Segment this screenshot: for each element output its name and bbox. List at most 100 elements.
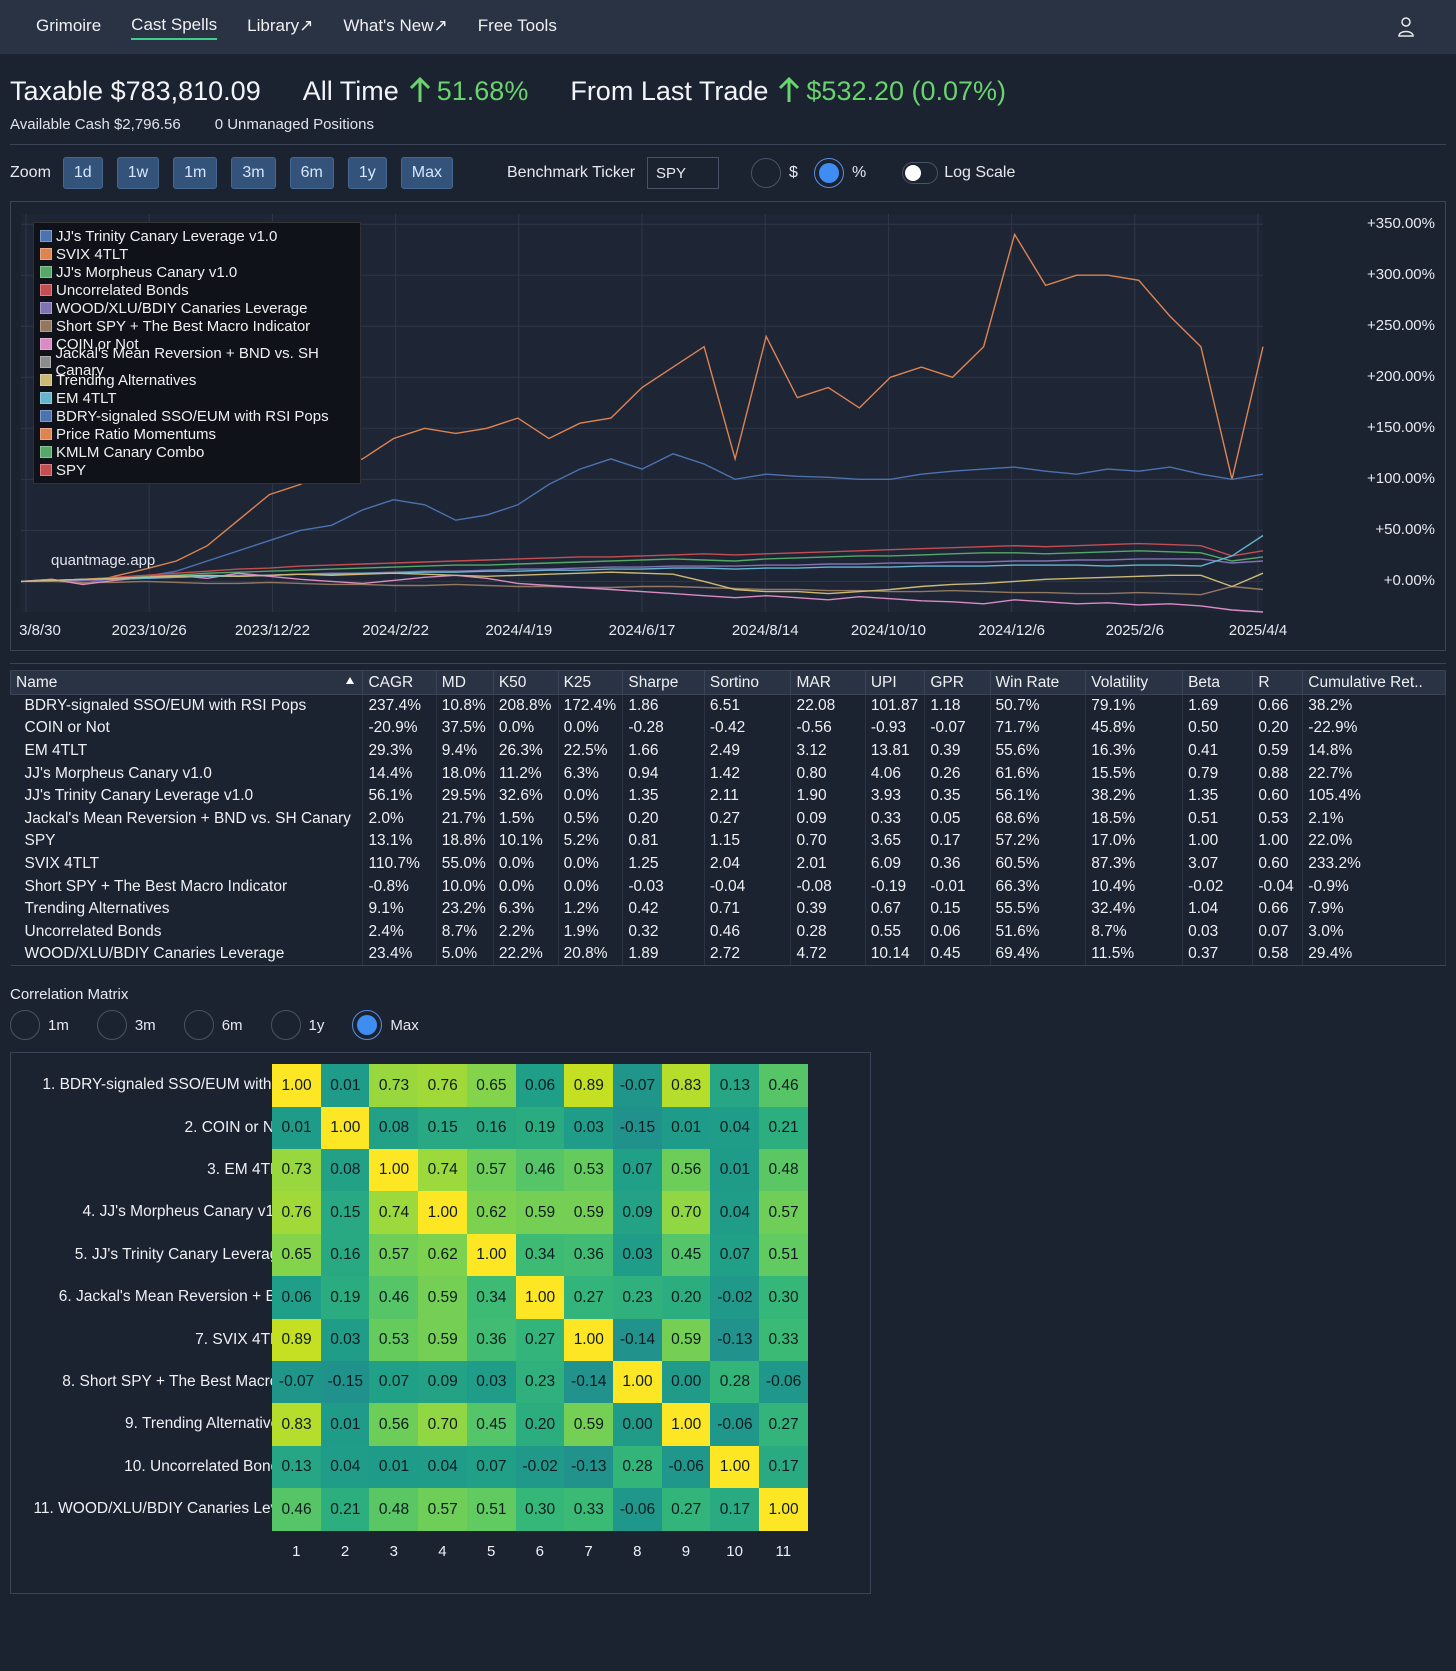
series-line-uncorrelated-bonds[interactable] (20, 542, 1264, 583)
matrix-cell[interactable]: -0.06 (612, 1488, 663, 1532)
matrix-cell[interactable]: 1.00 (564, 1318, 614, 1362)
matrix-cell[interactable]: 0.45 (661, 1233, 711, 1277)
matrix-cell[interactable]: 0.59 (661, 1318, 711, 1362)
matrix-cell[interactable]: 0.01 (320, 1403, 370, 1447)
matrix-cell[interactable]: -0.07 (272, 1360, 322, 1404)
matrix-cell[interactable]: 0.59 (564, 1191, 614, 1235)
matrix-cell[interactable]: 0.00 (612, 1403, 663, 1447)
matrix-cell[interactable]: 0.33 (564, 1488, 614, 1532)
column-header-volatility[interactable]: Volatility (1085, 670, 1184, 695)
matrix-cell[interactable]: 0.06 (515, 1064, 565, 1108)
matrix-cell[interactable]: 1.00 (320, 1106, 370, 1150)
matrix-cell[interactable]: 0.30 (759, 1276, 809, 1320)
matrix-cell[interactable]: 0.04 (710, 1106, 760, 1150)
matrix-cell[interactable]: 0.48 (759, 1148, 809, 1192)
nav-free-tools[interactable]: Free Tools (477, 15, 557, 35)
table-row[interactable]: Trending Alternatives 9.1% 23.2% 6.3% 1.2% 0.… (10, 897, 1446, 921)
matrix-cell[interactable]: 0.73 (272, 1148, 322, 1192)
column-header-md[interactable]: MD (435, 670, 494, 695)
matrix-cell[interactable]: 0.46 (369, 1276, 419, 1320)
matrix-cell[interactable]: 0.09 (612, 1191, 663, 1235)
matrix-cell[interactable]: 0.03 (466, 1360, 516, 1404)
matrix-cell[interactable]: 0.13 (710, 1064, 760, 1108)
matrix-cell[interactable]: 0.23 (612, 1276, 663, 1320)
matrix-cell[interactable]: 0.16 (466, 1106, 516, 1150)
matrix-cell[interactable]: 0.07 (612, 1148, 663, 1192)
matrix-cell[interactable]: 0.36 (466, 1318, 516, 1362)
matrix-cell[interactable]: 0.19 (515, 1106, 565, 1150)
table-row[interactable]: Jackal's Mean Reversion + BND vs. SH Can… (10, 807, 1446, 831)
zoom-6m-button[interactable]: 6m (289, 157, 334, 189)
matrix-cell[interactable]: 0.51 (759, 1233, 809, 1277)
period-6m-radio[interactable] (183, 1010, 214, 1041)
benchmark-ticker-input[interactable]: SPY (647, 157, 720, 189)
zoom-1m-button[interactable]: 1m (173, 157, 218, 189)
matrix-cell[interactable]: 0.01 (710, 1148, 760, 1192)
column-header-cagr[interactable]: CAGR (362, 670, 437, 695)
matrix-cell[interactable]: 0.28 (710, 1360, 760, 1404)
column-header-mar[interactable]: MAR (790, 670, 866, 695)
matrix-cell[interactable]: 0.48 (369, 1488, 419, 1532)
matrix-cell[interactable]: 0.83 (661, 1064, 711, 1108)
column-header-win-rate[interactable]: Win Rate (989, 670, 1087, 695)
user-icon[interactable] (1396, 16, 1416, 38)
nav-cast-spells[interactable]: Cast Spells (131, 15, 218, 40)
legend-item[interactable]: JJ's Trinity Canary Leverage v1.0 (40, 227, 354, 245)
matrix-cell[interactable]: 0.46 (515, 1148, 565, 1192)
matrix-cell[interactable]: 0.15 (418, 1106, 468, 1150)
matrix-cell[interactable]: 0.07 (710, 1233, 760, 1277)
matrix-cell[interactable]: 0.01 (320, 1064, 370, 1108)
matrix-cell[interactable]: -0.02 (515, 1445, 565, 1489)
column-header-k50[interactable]: K50 (492, 670, 559, 695)
matrix-cell[interactable]: -0.13 (564, 1445, 614, 1489)
matrix-cell[interactable]: 1.00 (759, 1488, 809, 1532)
matrix-cell[interactable]: 0.33 (759, 1318, 809, 1362)
matrix-cell[interactable]: 1.00 (418, 1191, 468, 1235)
matrix-cell[interactable]: 0.08 (320, 1148, 370, 1192)
matrix-cell[interactable]: 0.53 (564, 1148, 614, 1192)
matrix-cell[interactable]: 0.03 (564, 1106, 614, 1150)
matrix-cell[interactable]: -0.06 (710, 1403, 760, 1447)
period-3m-radio[interactable] (96, 1010, 127, 1041)
legend-item[interactable]: KMLM Canary Combo (40, 443, 354, 461)
matrix-cell[interactable]: 0.20 (661, 1276, 711, 1320)
matrix-cell[interactable]: 0.17 (759, 1445, 809, 1489)
matrix-cell[interactable]: 0.51 (466, 1488, 516, 1532)
matrix-cell[interactable]: 0.04 (710, 1191, 760, 1235)
table-row[interactable]: BDRY-signaled SSO/EUM with RSI Pops 237.4… (10, 694, 1446, 718)
matrix-cell[interactable]: -0.02 (710, 1276, 760, 1320)
table-row[interactable]: EM 4TLT 29.3% 9.4% 26.3% 22.5% 1.66 2.49 3.12 13… (10, 739, 1446, 763)
matrix-cell[interactable]: 0.04 (320, 1445, 370, 1489)
series-line-jj-s-morpheus-canary-v1-0[interactable] (20, 550, 1264, 583)
column-header-r[interactable]: R (1252, 670, 1304, 695)
table-row[interactable]: JJ's Morpheus Canary v1.0 14.4% 18.0% 11.2%… (10, 762, 1446, 785)
matrix-cell[interactable]: 0.23 (515, 1360, 565, 1404)
legend-item[interactable]: Uncorrelated Bonds (40, 281, 354, 299)
matrix-cell[interactable]: 0.89 (564, 1064, 614, 1108)
legend-item[interactable]: Trending Alternatives (40, 371, 354, 389)
column-header-upi[interactable]: UPI (864, 670, 926, 695)
matrix-cell[interactable]: 0.46 (272, 1488, 322, 1532)
matrix-cell[interactable]: 0.30 (515, 1488, 565, 1532)
column-header-name[interactable]: Name (9, 670, 364, 695)
legend-item[interactable]: WOOD/XLU/BDIY Canaries Leverage (40, 299, 354, 317)
matrix-cell[interactable]: 1.00 (272, 1064, 322, 1108)
matrix-cell[interactable]: 1.00 (612, 1360, 663, 1404)
matrix-cell[interactable]: 0.07 (466, 1445, 516, 1489)
matrix-cell[interactable]: 0.73 (369, 1064, 419, 1108)
legend-item[interactable]: BDRY-signaled SSO/EUM with RSI Pops (40, 407, 354, 425)
matrix-cell[interactable]: 0.46 (759, 1064, 809, 1108)
matrix-cell[interactable]: 0.15 (320, 1191, 370, 1235)
matrix-cell[interactable]: 0.03 (320, 1318, 370, 1362)
zoom-1y-button[interactable]: 1y (347, 157, 387, 189)
matrix-cell[interactable]: 0.34 (466, 1276, 516, 1320)
percent-mode-radio[interactable] (813, 158, 844, 188)
matrix-cell[interactable]: 1.00 (710, 1445, 760, 1489)
matrix-cell[interactable]: 0.01 (272, 1106, 322, 1150)
zoom-max-button[interactable]: Max (400, 157, 453, 189)
column-header-cumulative-ret-[interactable]: Cumulative Ret.. (1302, 670, 1446, 695)
matrix-cell[interactable]: 1.00 (466, 1233, 516, 1277)
log-scale-toggle[interactable] (902, 162, 939, 184)
matrix-cell[interactable]: 0.57 (466, 1148, 516, 1192)
dollar-mode-radio[interactable] (751, 158, 782, 188)
